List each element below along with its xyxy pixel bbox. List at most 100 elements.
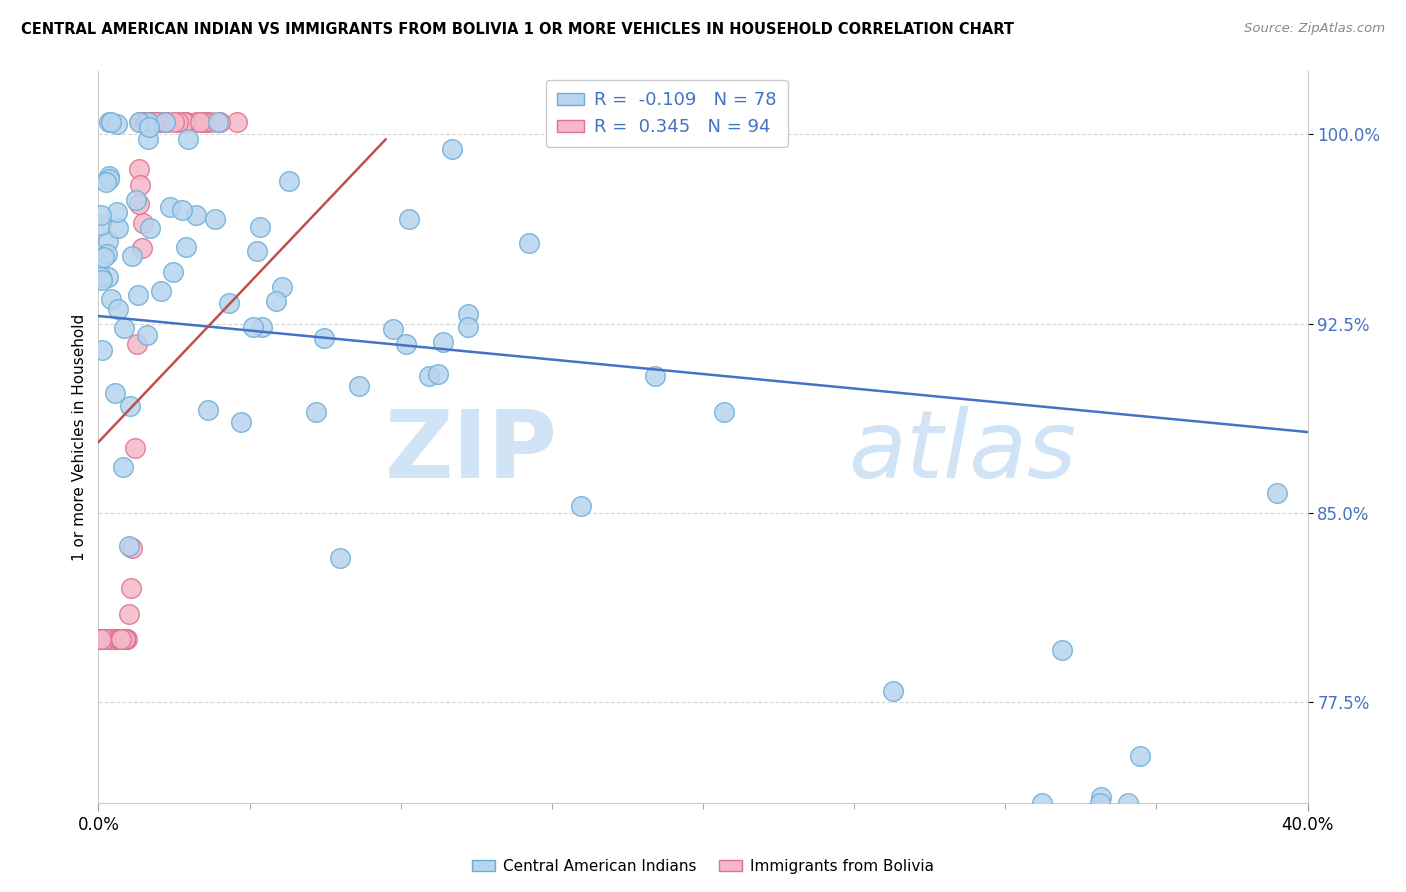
Point <box>174 115 197 129</box>
Point <box>141 115 163 129</box>
Point <box>163 115 186 129</box>
Point <box>200 115 222 129</box>
Point <box>139 220 162 235</box>
Point <box>329 551 352 566</box>
Point <box>98 632 121 646</box>
Point <box>114 632 136 646</box>
Point <box>112 632 135 646</box>
Point <box>174 115 197 129</box>
Point <box>142 115 165 129</box>
Point <box>1050 643 1073 657</box>
Point <box>398 212 420 227</box>
Point <box>93 632 115 646</box>
Point <box>382 322 405 336</box>
Point <box>118 399 141 413</box>
Point <box>882 684 904 698</box>
Point <box>418 369 440 384</box>
Point <box>100 632 122 646</box>
Point <box>173 115 195 129</box>
Point <box>90 343 112 357</box>
Point <box>108 632 131 646</box>
Point <box>90 632 112 646</box>
Point <box>197 402 219 417</box>
Point <box>166 115 188 129</box>
Point <box>426 367 449 381</box>
Point <box>225 115 247 129</box>
Point <box>208 115 231 129</box>
Point <box>128 161 150 176</box>
Point <box>136 327 159 342</box>
Point <box>136 115 159 129</box>
Point <box>174 240 197 254</box>
Point <box>110 632 132 646</box>
Text: ZIP: ZIP <box>385 406 558 498</box>
Point <box>112 632 135 646</box>
Point <box>93 250 115 264</box>
Point <box>138 120 160 134</box>
Point <box>121 541 143 555</box>
Point <box>146 115 169 129</box>
Point <box>97 172 120 186</box>
Point <box>94 632 117 646</box>
Point <box>155 115 177 129</box>
Legend: R =  -0.109   N = 78, R =  0.345   N = 94: R = -0.109 N = 78, R = 0.345 N = 94 <box>546 80 787 147</box>
Point <box>395 337 418 351</box>
Point <box>94 175 117 189</box>
Point <box>204 212 226 227</box>
Point <box>134 115 156 129</box>
Point <box>97 632 120 646</box>
Point <box>1116 796 1139 810</box>
Point <box>98 115 121 129</box>
Point <box>110 632 132 646</box>
Point <box>90 632 112 646</box>
Point <box>347 378 370 392</box>
Point <box>127 337 149 351</box>
Point <box>644 368 666 383</box>
Point <box>457 307 479 321</box>
Point <box>96 632 118 646</box>
Point <box>118 607 141 621</box>
Point <box>107 632 129 646</box>
Point <box>138 115 160 129</box>
Point <box>124 193 146 207</box>
Point <box>90 632 112 646</box>
Text: CENTRAL AMERICAN INDIAN VS IMMIGRANTS FROM BOLIVIA 1 OR MORE VEHICLES IN HOUSEHO: CENTRAL AMERICAN INDIAN VS IMMIGRANTS FR… <box>21 22 1014 37</box>
Point <box>90 218 112 232</box>
Point <box>266 293 288 308</box>
Point <box>129 178 152 193</box>
Point <box>112 459 135 474</box>
Point <box>104 632 127 646</box>
Point <box>270 280 292 294</box>
Point <box>111 632 134 646</box>
Point <box>103 632 125 646</box>
Point <box>1267 486 1289 500</box>
Point <box>314 331 336 345</box>
Point <box>90 632 112 646</box>
Point <box>136 115 159 129</box>
Point <box>128 115 150 129</box>
Point <box>193 115 215 129</box>
Point <box>107 220 129 235</box>
Point <box>246 244 269 259</box>
Point <box>134 115 156 129</box>
Point <box>432 335 454 350</box>
Point <box>249 219 271 234</box>
Point <box>142 115 165 129</box>
Text: atlas: atlas <box>848 406 1077 497</box>
Point <box>90 632 112 646</box>
Point <box>96 632 118 646</box>
Point <box>93 632 115 646</box>
Point <box>97 632 120 646</box>
Point <box>100 115 122 129</box>
Point <box>90 632 112 646</box>
Point <box>1090 789 1112 804</box>
Point <box>110 632 132 646</box>
Point <box>128 115 150 129</box>
Legend: Central American Indians, Immigrants from Bolivia: Central American Indians, Immigrants fro… <box>467 853 939 880</box>
Point <box>107 301 129 316</box>
Text: Source: ZipAtlas.com: Source: ZipAtlas.com <box>1244 22 1385 36</box>
Point <box>184 115 207 129</box>
Point <box>713 405 735 419</box>
Point <box>110 632 132 646</box>
Point <box>90 269 112 284</box>
